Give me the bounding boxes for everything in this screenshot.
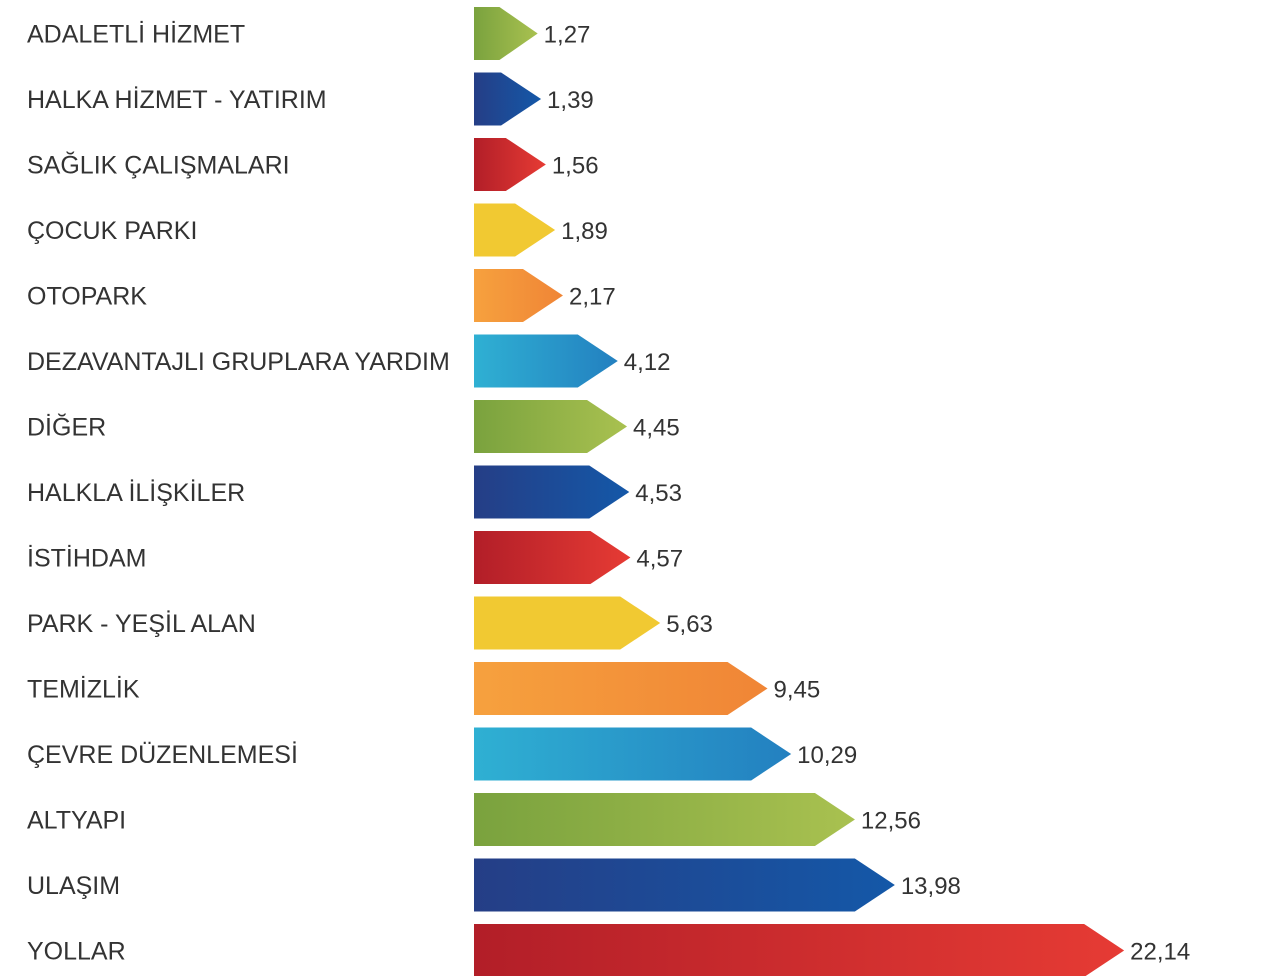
category-label: DEZAVANTAJLI GRUPLARA YARDIM xyxy=(27,348,450,376)
category-label: YOLLAR xyxy=(27,938,126,966)
value-label: 5,63 xyxy=(666,611,713,638)
value-label: 1,89 xyxy=(561,218,608,245)
value-label: 4,57 xyxy=(636,546,683,573)
category-label: HALKA HİZMET - YATIRIM xyxy=(27,85,327,114)
bar xyxy=(474,662,768,715)
category-label: PARK - YEŞİL ALAN xyxy=(27,609,256,638)
bar xyxy=(474,203,556,257)
value-label: 4,45 xyxy=(633,415,680,442)
bar xyxy=(474,531,631,584)
value-label: 9,45 xyxy=(774,677,821,704)
category-labels: ADALETLİ HİZMET HALKA HİZMET - YATIRIM SAĞ… xyxy=(27,20,450,966)
value-labels: 1,27 1,39 1,56 1,89 2,17 4,12 4,45 4,53 4,57 5,63… xyxy=(544,22,1191,966)
category-label: OTOPARK xyxy=(27,283,147,311)
category-label: ÇEVRE DÜZENLEMESİ xyxy=(27,740,298,769)
bar xyxy=(474,858,895,912)
value-label: 4,12 xyxy=(624,349,671,376)
category-label: ALTYAPI xyxy=(27,807,126,835)
bar xyxy=(474,400,628,453)
bar xyxy=(474,596,661,650)
value-label: 13,98 xyxy=(901,873,961,900)
bar xyxy=(474,72,542,126)
bars xyxy=(474,7,1125,976)
bar xyxy=(474,465,630,519)
category-label: ADALETLİ HİZMET xyxy=(27,20,245,49)
bar xyxy=(474,793,855,846)
value-label: 10,29 xyxy=(797,742,857,769)
value-label: 2,17 xyxy=(569,284,616,311)
category-label: ÇOCUK PARKI xyxy=(27,217,197,245)
value-label: 22,14 xyxy=(1130,939,1190,966)
bar xyxy=(474,7,538,60)
bar xyxy=(474,727,792,781)
bar xyxy=(474,334,618,388)
bar xyxy=(474,924,1125,976)
value-label: 1,56 xyxy=(552,153,599,180)
value-label: 1,39 xyxy=(547,87,594,114)
value-label: 12,56 xyxy=(861,808,921,835)
category-label: İSTİHDAM xyxy=(27,544,146,573)
value-label: 1,27 xyxy=(544,22,591,49)
category-label: TEMİZLİK xyxy=(27,675,140,704)
category-label: DİĞER xyxy=(27,413,106,442)
category-label: SAĞLIK ÇALIŞMALARI xyxy=(27,151,290,180)
category-label: ULAŞIM xyxy=(27,872,120,900)
value-label: 4,53 xyxy=(635,480,682,507)
category-label: HALKLA İLİŞKİLER xyxy=(27,478,245,507)
bar xyxy=(474,138,546,191)
bar xyxy=(474,269,563,322)
